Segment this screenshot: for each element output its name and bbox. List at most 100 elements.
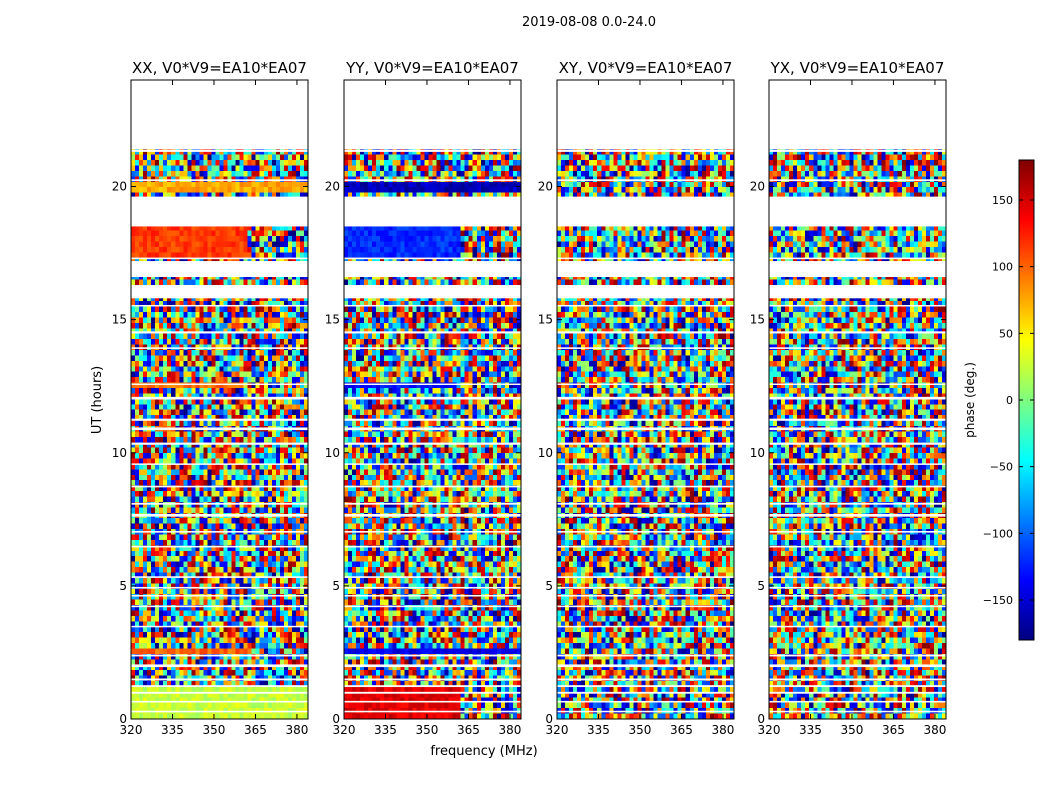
- y-tick-label: 10: [750, 446, 765, 460]
- data-gap: [769, 664, 946, 668]
- data-gap: [769, 685, 946, 688]
- data-gap: [344, 502, 521, 505]
- data-gap: [557, 198, 734, 227]
- data-gap: [557, 513, 734, 517]
- data-gap: [769, 418, 946, 421]
- panel-yy: YY, V0*V9=EA10*EA07 320 335 350 365 380 0 5 10 15…: [325, 59, 522, 737]
- data-gap: [344, 304, 521, 307]
- colorbar-tick-label: −50: [990, 461, 1013, 474]
- data-gap: [769, 545, 946, 548]
- heatmap-cells: [131, 80, 308, 719]
- panels-group: XX, V0*V9=EA10*EA07 320 335 350 365 380 0 5 10 15…: [112, 59, 947, 737]
- data-gap: [131, 710, 308, 713]
- data-gap: [769, 463, 946, 465]
- data-gap: [557, 664, 734, 668]
- data-gap: [131, 383, 308, 386]
- heatmap-cells: [769, 80, 946, 719]
- data-gap: [344, 586, 521, 589]
- data-gap: [557, 594, 734, 597]
- data-gap: [557, 331, 734, 334]
- x-tick-label: 380: [711, 723, 734, 737]
- colorbar-tick-label: 0: [1006, 394, 1013, 407]
- data-gap: [344, 700, 521, 703]
- data-gap: [344, 691, 521, 694]
- x-tick-label: 380: [923, 723, 946, 737]
- data-gap: [557, 418, 734, 421]
- data-gap: [769, 654, 946, 657]
- data-gap: [557, 485, 734, 488]
- panel-title: XX, V0*V9=EA10*EA07: [132, 59, 307, 77]
- data-gap: [557, 304, 734, 307]
- data-gap: [344, 331, 521, 334]
- data-gap: [344, 625, 521, 628]
- data-gap: [344, 685, 521, 688]
- panel-frame: [343, 79, 522, 720]
- y-axis-label: UT (hours): [90, 366, 105, 434]
- data-gap: [131, 678, 308, 681]
- data-gap: [131, 502, 308, 505]
- data-gap: [344, 149, 521, 152]
- y-tick-label: 10: [112, 446, 127, 460]
- x-tick-label: 320: [333, 723, 356, 737]
- data-gap: [344, 463, 521, 465]
- x-tick-label: 380: [498, 723, 521, 737]
- data-gap: [131, 700, 308, 703]
- no-data-region: [344, 80, 521, 150]
- data-gap: [131, 485, 308, 488]
- panel-title: YX, V0*V9=EA10*EA07: [770, 59, 945, 77]
- data-gap: [344, 257, 521, 260]
- x-axis-label: frequency (MHz): [430, 744, 537, 759]
- panel-title: YY, V0*V9=EA10*EA07: [345, 59, 519, 77]
- data-gap: [769, 149, 946, 152]
- colorbar-tick-label: −100: [983, 527, 1013, 540]
- y-tick-label: 5: [545, 579, 553, 593]
- data-gap: [769, 331, 946, 334]
- y-tick-label: 20: [538, 180, 553, 194]
- data-gap: [769, 531, 946, 533]
- data-gap: [131, 513, 308, 517]
- x-tick-label: 335: [587, 723, 610, 737]
- data-gap: [131, 257, 308, 260]
- colorbar: 150 100 50 0 −50 −100 −150 phase (deg.): [963, 159, 1035, 641]
- data-gap: [131, 594, 308, 597]
- data-gap: [769, 586, 946, 589]
- data-gap: [344, 442, 521, 445]
- data-gap: [769, 196, 946, 199]
- data-gap: [769, 442, 946, 445]
- data-gap: [344, 418, 521, 421]
- panel-xy: XY, V0*V9=EA10*EA07 320 335 350 365 380 0 5 10 15…: [538, 59, 735, 737]
- panel-xx: XX, V0*V9=EA10*EA07 320 335 350 365 380 0 5 10 15…: [112, 59, 309, 737]
- x-tick-label: 365: [670, 723, 693, 737]
- figure-suptitle: 2019-08-08 0.0-24.0: [522, 15, 656, 30]
- data-gap: [557, 257, 734, 260]
- data-gap: [344, 710, 521, 713]
- heatmap-cells: [344, 80, 521, 719]
- data-gap: [131, 586, 308, 589]
- data-gap: [131, 576, 308, 578]
- data-gap: [769, 502, 946, 505]
- data-gap: [344, 678, 521, 681]
- data-gap: [344, 179, 521, 182]
- data-gap: [344, 664, 521, 668]
- x-tick-label: 320: [758, 723, 781, 737]
- colorbar-tick-label: −150: [983, 594, 1013, 607]
- y-tick-label: 20: [325, 180, 340, 194]
- data-gap: [131, 545, 308, 548]
- panel-frame: [556, 79, 735, 720]
- data-gap: [769, 179, 946, 182]
- data-gap: [557, 502, 734, 505]
- x-tick-label: 335: [161, 723, 184, 737]
- data-gap: [344, 261, 521, 278]
- data-gap: [131, 625, 308, 628]
- y-tick-label: 0: [119, 712, 127, 726]
- data-gap: [344, 594, 521, 597]
- data-gap: [769, 396, 946, 400]
- data-gap: [344, 427, 521, 431]
- y-tick-label: 15: [750, 313, 765, 327]
- data-gap: [769, 383, 946, 386]
- data-gap: [769, 678, 946, 681]
- data-gap: [557, 383, 734, 386]
- data-gap: [769, 513, 946, 517]
- colorbar-label: phase (deg.): [963, 362, 977, 438]
- data-gap: [131, 531, 308, 533]
